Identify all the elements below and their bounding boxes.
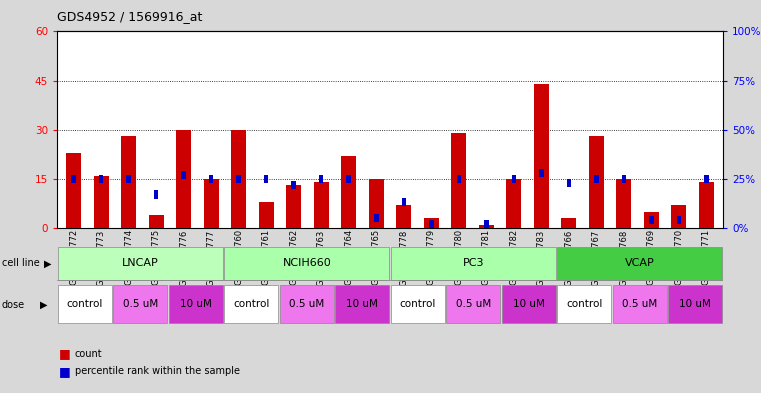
Bar bbox=[58, 285, 112, 323]
Text: 0.5 uM: 0.5 uM bbox=[622, 299, 658, 309]
Text: PC3: PC3 bbox=[463, 258, 484, 268]
Text: 0.5 uM: 0.5 uM bbox=[289, 299, 324, 309]
Bar bbox=[264, 175, 269, 183]
Text: VCAP: VCAP bbox=[625, 258, 654, 268]
Bar bbox=[148, 215, 164, 228]
Bar bbox=[181, 171, 186, 179]
Bar bbox=[402, 198, 406, 206]
Bar bbox=[506, 179, 521, 228]
Bar bbox=[447, 285, 500, 323]
Text: control: control bbox=[566, 299, 603, 309]
Bar bbox=[533, 84, 549, 228]
Bar bbox=[231, 130, 247, 228]
Bar bbox=[539, 169, 543, 177]
Bar bbox=[224, 285, 279, 323]
Text: 10 uM: 10 uM bbox=[680, 299, 711, 309]
Bar bbox=[99, 175, 103, 183]
Text: ▶: ▶ bbox=[40, 299, 48, 310]
Text: dose: dose bbox=[2, 299, 24, 310]
Bar bbox=[671, 205, 686, 228]
Bar bbox=[567, 179, 572, 187]
Bar bbox=[704, 175, 708, 183]
Text: control: control bbox=[233, 299, 269, 309]
Bar bbox=[479, 225, 494, 228]
Bar bbox=[622, 175, 626, 183]
Text: NCIH660: NCIH660 bbox=[282, 258, 331, 268]
Bar bbox=[699, 182, 714, 228]
Bar bbox=[644, 211, 659, 228]
Bar bbox=[484, 220, 489, 228]
Bar bbox=[451, 133, 466, 228]
Bar bbox=[314, 182, 329, 228]
Bar bbox=[594, 175, 599, 183]
Bar bbox=[113, 285, 167, 323]
Bar bbox=[280, 285, 333, 323]
Bar bbox=[457, 175, 461, 183]
Bar bbox=[66, 152, 81, 228]
Bar bbox=[649, 216, 654, 224]
Bar bbox=[121, 136, 136, 228]
Bar bbox=[126, 175, 131, 183]
Text: ■: ■ bbox=[59, 347, 71, 360]
Bar bbox=[209, 175, 213, 183]
Bar bbox=[224, 247, 389, 279]
Text: ▶: ▶ bbox=[44, 258, 52, 268]
Bar bbox=[154, 191, 158, 198]
Bar bbox=[58, 247, 223, 279]
Text: 0.5 uM: 0.5 uM bbox=[123, 299, 158, 309]
Bar bbox=[391, 247, 556, 279]
Bar bbox=[336, 285, 389, 323]
Bar bbox=[501, 285, 556, 323]
Text: 10 uM: 10 uM bbox=[513, 299, 545, 309]
Text: control: control bbox=[400, 299, 436, 309]
Bar bbox=[341, 156, 356, 228]
Text: cell line: cell line bbox=[2, 258, 40, 268]
Bar bbox=[374, 214, 378, 222]
Bar bbox=[589, 136, 604, 228]
Bar bbox=[557, 285, 611, 323]
Text: GDS4952 / 1569916_at: GDS4952 / 1569916_at bbox=[57, 10, 202, 23]
Text: control: control bbox=[67, 299, 103, 309]
Bar bbox=[668, 285, 722, 323]
Text: 0.5 uM: 0.5 uM bbox=[456, 299, 491, 309]
Bar bbox=[424, 218, 439, 228]
Bar bbox=[677, 216, 681, 224]
Bar bbox=[396, 205, 412, 228]
Text: LNCAP: LNCAP bbox=[122, 258, 159, 268]
Bar bbox=[616, 179, 632, 228]
Bar bbox=[237, 175, 241, 183]
Bar bbox=[176, 130, 191, 228]
Bar bbox=[94, 176, 109, 228]
Bar bbox=[346, 175, 351, 183]
Bar bbox=[391, 285, 444, 323]
Text: percentile rank within the sample: percentile rank within the sample bbox=[75, 366, 240, 376]
Bar bbox=[72, 175, 76, 183]
Bar bbox=[259, 202, 274, 228]
Bar bbox=[169, 285, 223, 323]
Bar bbox=[511, 175, 516, 183]
Bar bbox=[319, 175, 323, 183]
Text: ■: ■ bbox=[59, 365, 71, 378]
Bar bbox=[204, 179, 218, 228]
Text: 10 uM: 10 uM bbox=[346, 299, 378, 309]
Bar bbox=[368, 179, 384, 228]
Bar bbox=[429, 220, 434, 228]
Text: 10 uM: 10 uM bbox=[180, 299, 212, 309]
Bar bbox=[557, 247, 722, 279]
Bar bbox=[291, 181, 296, 189]
Bar bbox=[286, 185, 301, 228]
Text: count: count bbox=[75, 349, 102, 359]
Bar bbox=[613, 285, 667, 323]
Bar bbox=[562, 218, 576, 228]
